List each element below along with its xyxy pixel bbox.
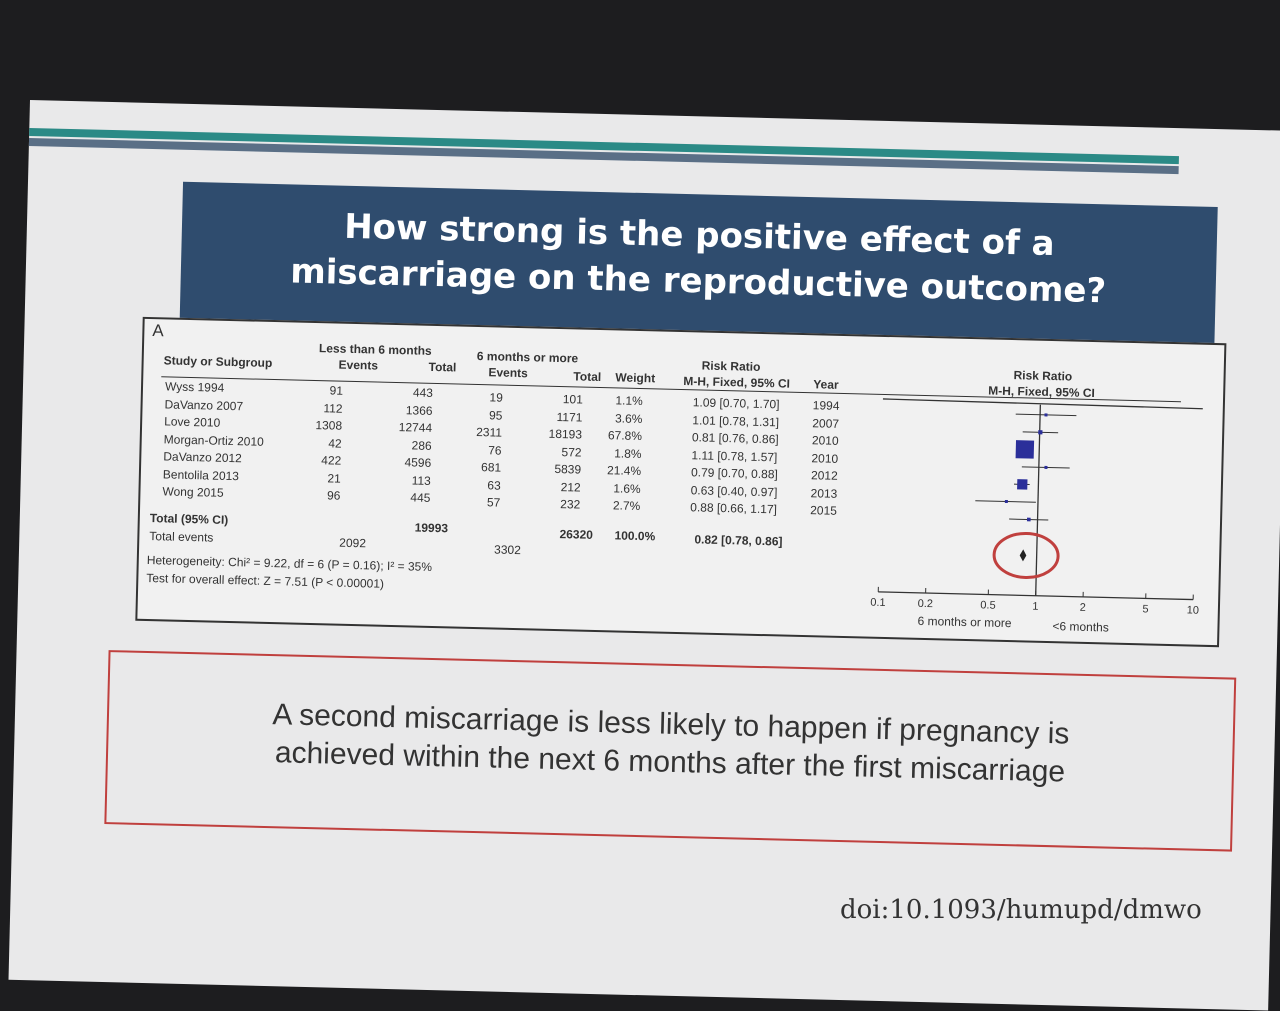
doi-reference: doi:10.1093/humupd/dmwo [840, 895, 1202, 925]
plot-header-rule [883, 399, 1203, 409]
pooled-diamond [1020, 549, 1027, 561]
x-tick-label: 10 [1187, 604, 1200, 616]
x-tick-label: 0.5 [980, 599, 996, 611]
point-estimate-square [1027, 518, 1031, 522]
point-estimate-square [1038, 430, 1042, 434]
point-estimate-square [1005, 500, 1008, 503]
point-estimate-square [1044, 466, 1047, 469]
xlabel-left: 6 months or more [917, 614, 1011, 630]
x-tick-label: 1 [1032, 601, 1038, 613]
point-estimate-square [1044, 413, 1047, 416]
point-estimate-square [1016, 440, 1035, 459]
point-estimate-square [1017, 479, 1027, 489]
slide: How strong is the positive effect of a m… [8, 100, 1280, 1011]
x-tick-label: 5 [1142, 603, 1148, 615]
conclusion-box: A second miscarriage is less likely to h… [104, 650, 1236, 852]
x-tick-label: 0.2 [918, 598, 934, 610]
forest-plot-figure: A Less than 6 months 6 months or more Ri… [135, 317, 1226, 647]
forest-plot: 0.1 0.2 0.5 1 2 5 10 [137, 319, 1224, 645]
xlabel-right: <6 months [1052, 619, 1109, 634]
x-tick-label: 2 [1080, 602, 1086, 614]
x-tick-label: 0.1 [870, 597, 886, 609]
